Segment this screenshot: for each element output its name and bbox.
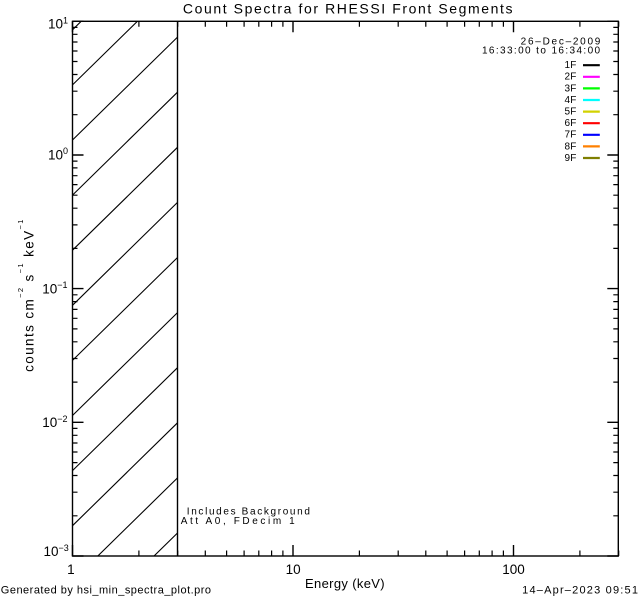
svg-text:2F: 2F (565, 72, 577, 83)
svg-text:14–Apr–2023 09:51: 14–Apr–2023 09:51 (522, 584, 639, 596)
svg-text:5F: 5F (565, 107, 577, 118)
svg-text:Count Spectra for RHESSI Front: Count Spectra for RHESSI Front Segments (183, 1, 514, 17)
svg-text:3F: 3F (565, 83, 577, 94)
svg-text:1: 1 (67, 562, 75, 577)
svg-text:Includes Background: Includes Background (187, 507, 312, 518)
svg-text:10: 10 (286, 562, 301, 577)
svg-text:100: 100 (502, 562, 525, 577)
svg-text:9F: 9F (565, 153, 577, 164)
svg-text:Generated by hsi_min_spectra_p: Generated by hsi_min_spectra_plot.pro (1, 584, 212, 596)
svg-text:1F: 1F (565, 60, 577, 71)
svg-text:16:33:00 to 16:34:00: 16:33:00 to 16:34:00 (482, 46, 602, 57)
svg-text:Att A0, FDecim 1: Att A0, FDecim 1 (181, 516, 298, 527)
svg-text:26–Dec–2009: 26–Dec–2009 (521, 36, 602, 47)
svg-text:4F: 4F (565, 95, 577, 106)
svg-text:7F: 7F (565, 130, 577, 141)
svg-text:8F: 8F (565, 141, 577, 152)
svg-text:6F: 6F (565, 118, 577, 129)
svg-text:Energy (keV): Energy (keV) (305, 576, 385, 591)
